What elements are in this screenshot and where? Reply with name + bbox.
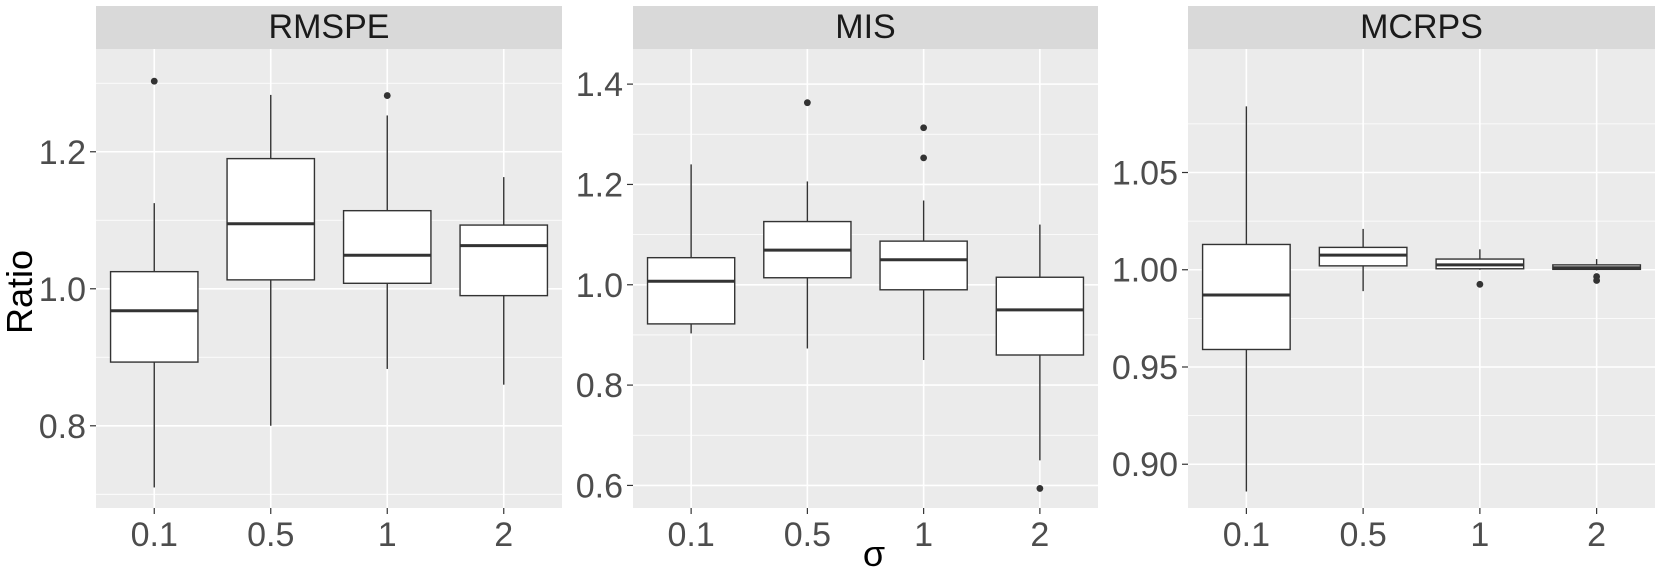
- y-tick-label: 1.2: [576, 166, 623, 204]
- box-iqr: [459, 224, 549, 297]
- y-tick-label: 0.6: [576, 467, 623, 505]
- x-tick-label: 0.1: [667, 516, 714, 554]
- boxplot-2: [1552, 259, 1642, 284]
- boxplot-1: [879, 124, 968, 361]
- outlier-point: [920, 124, 928, 132]
- facet-strip: [1188, 6, 1655, 49]
- boxplot-0.1: [646, 164, 736, 334]
- box-iqr: [109, 270, 199, 363]
- y-tick-label: 1.4: [576, 66, 623, 104]
- facet-panel-2: MIS 0.6 0.8 1.0 1.2 1.4 0.1 0.5 1 2: [576, 6, 1098, 554]
- boxplot-1: [1435, 249, 1525, 288]
- box-iqr: [995, 276, 1085, 356]
- outlier-point: [803, 99, 811, 107]
- boxplot-0.5: [1318, 228, 1408, 292]
- x-axis-title: σ: [863, 533, 885, 574]
- facet-panel-3: MCRPS 0.90 0.95 1.00 1.05 0.1 0.5 1 2: [1112, 6, 1655, 554]
- box-iqr: [1201, 243, 1291, 351]
- y-tick-label: 1.05: [1112, 155, 1178, 193]
- y-axis-title: Ratio: [0, 250, 40, 334]
- boxplot-2: [995, 224, 1085, 492]
- box-iqr: [646, 256, 736, 325]
- boxplot-2: [459, 177, 549, 385]
- x-tick-label: 1: [378, 516, 397, 554]
- y-tick-label: 1.0: [39, 271, 86, 309]
- x-tick-label: 1: [1470, 516, 1489, 554]
- facet-strip-label: MIS: [835, 8, 895, 46]
- y-tick-label: 0.8: [39, 408, 86, 446]
- y-tick-label: 1.0: [576, 267, 623, 305]
- box-iqr: [226, 157, 316, 281]
- outlier-point: [383, 92, 391, 99]
- y-tick-label: 0.90: [1112, 446, 1178, 484]
- boxplot-0.5: [763, 99, 852, 349]
- x-tick-label: 0.5: [247, 516, 294, 554]
- boxplot-0.1: [109, 77, 199, 488]
- facet-strip: [633, 6, 1098, 49]
- outlier-point: [1036, 485, 1044, 492]
- x-tick-label: 2: [494, 516, 513, 554]
- outlier-point: [1593, 277, 1601, 284]
- outlier-point: [920, 154, 928, 162]
- box-iqr: [879, 240, 968, 291]
- boxplot-0.1: [1201, 106, 1291, 492]
- y-tick-label: 1.2: [39, 134, 86, 172]
- outlier-point: [150, 77, 158, 85]
- boxplot-0.5: [226, 94, 316, 426]
- x-tick-label: 0.5: [1339, 516, 1386, 554]
- x-tick-label: 2: [1587, 516, 1606, 554]
- facet-strip-label: MCRPS: [1360, 8, 1483, 46]
- y-tick-label: 0.8: [576, 367, 623, 405]
- x-tick-label: 0.5: [784, 516, 831, 554]
- y-tick-label: 0.95: [1112, 349, 1178, 387]
- facet-panel-1: RMSPE 0.8 1.0 1.2 0.1 0.5 1 2: [39, 6, 562, 554]
- facet-strip: [96, 6, 562, 49]
- boxplot-1: [342, 92, 432, 369]
- x-tick-label: 1: [914, 516, 933, 554]
- outlier-point: [1476, 280, 1484, 288]
- y-tick-label: 1.00: [1112, 252, 1178, 290]
- box-iqr: [342, 209, 432, 284]
- facet-strip-label: RMSPE: [269, 8, 390, 46]
- x-tick-label: 2: [1030, 516, 1049, 554]
- x-tick-label: 0.1: [131, 516, 178, 554]
- x-tick-label: 0.1: [1223, 516, 1270, 554]
